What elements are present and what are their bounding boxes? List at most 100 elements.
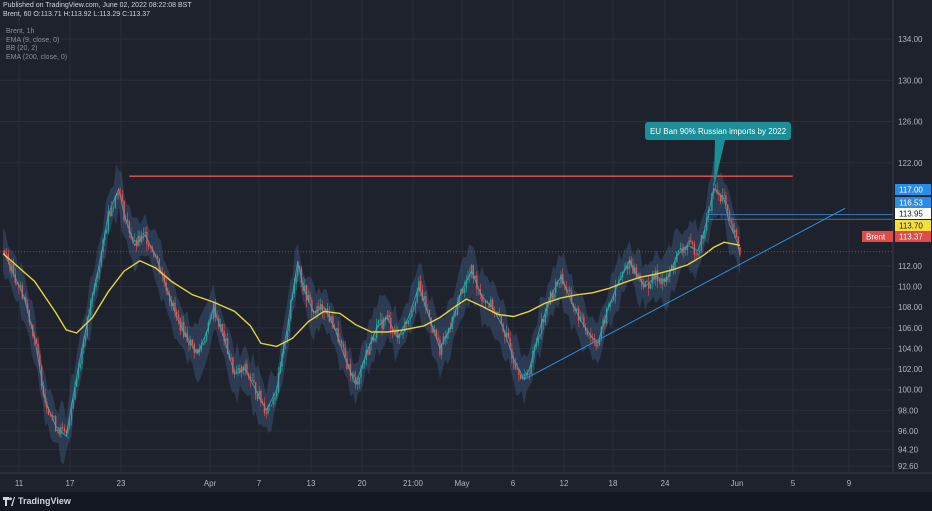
tradingview-logo[interactable]: TradingView: [3, 496, 71, 506]
candle-body: [428, 309, 431, 318]
candle-body: [149, 246, 152, 248]
legend-ema9[interactable]: EMA (9, close, 0): [6, 36, 60, 44]
candle-body: [4, 250, 6, 254]
candle-body: [126, 219, 129, 222]
candle-body: [705, 217, 708, 231]
candle-body: [697, 253, 699, 256]
candle-body: [12, 264, 15, 275]
price-label-box: [895, 220, 931, 231]
callout-text: EU Ban 90% Russian imports by 2022: [650, 127, 787, 136]
candle-body: [455, 314, 457, 315]
legend-symbol: Brent, 1h: [6, 28, 35, 35]
candle-body: [723, 194, 725, 196]
candle-body: [112, 207, 115, 209]
candle-body: [402, 331, 404, 335]
candle-body: [683, 247, 685, 253]
candle-body: [576, 308, 578, 311]
candle-body: [295, 275, 297, 284]
candle-body: [326, 308, 329, 314]
candle-body: [711, 192, 713, 211]
candle-body: [316, 306, 318, 314]
candle-body: [314, 311, 317, 314]
candle-body: [128, 221, 131, 234]
candle-body: [358, 377, 360, 385]
candle-body: [191, 339, 194, 344]
candle-body: [537, 336, 539, 344]
candle-body: [507, 332, 510, 339]
candle-body: [495, 312, 497, 314]
candle-body: [583, 316, 585, 327]
ohlc-readout: Brent, 60 O:113.71 H:113.92 L:113.29 C:1…: [3, 11, 150, 18]
candle-body: [309, 294, 311, 301]
candle-body: [276, 392, 278, 398]
candle-body: [105, 229, 108, 234]
candle-body: [269, 405, 271, 407]
candle-body: [270, 404, 273, 406]
candle-body: [735, 229, 738, 238]
candle-body: [642, 284, 645, 288]
candle-body: [609, 302, 611, 307]
candle-body: [288, 318, 290, 332]
candle-body: [144, 231, 146, 233]
candle-body: [395, 329, 397, 335]
x-tick-label: 11: [15, 479, 24, 488]
candle-body: [521, 376, 524, 379]
legend-ema200[interactable]: EMA (200, close, 0): [6, 53, 68, 61]
candle-body: [656, 270, 659, 282]
x-tick-label: 12: [560, 479, 569, 488]
price-label: 117.00: [899, 186, 923, 195]
candle-body: [84, 336, 87, 341]
candle-body: [70, 408, 73, 421]
candle-body: [304, 285, 306, 292]
y-tick-label: 108.00: [898, 303, 923, 312]
candle-body: [332, 315, 334, 329]
symbol-tag: Brent: [866, 233, 886, 242]
candle-body: [11, 264, 13, 272]
candle-body: [677, 250, 680, 253]
y-tick-label: 98.00: [898, 406, 919, 415]
candle-body: [197, 348, 199, 353]
candle-body: [700, 234, 703, 251]
candle-body: [648, 282, 650, 289]
candle-body: [435, 329, 438, 338]
candle-body: [384, 317, 387, 320]
candle-body: [379, 319, 381, 321]
candle-body: [693, 244, 696, 255]
candle-body: [344, 347, 346, 358]
candle-body: [277, 373, 280, 393]
price-label-box: [895, 197, 931, 208]
candle-body: [442, 336, 445, 345]
support-trendline[interactable]: [523, 207, 846, 380]
candle-body: [202, 343, 204, 345]
candle-body: [109, 211, 111, 217]
candle-body: [421, 289, 424, 301]
candle-body: [353, 373, 355, 378]
candle-body: [690, 240, 692, 242]
y-tick-label: 106.00: [898, 324, 923, 333]
candle-body: [319, 304, 322, 309]
candle-body: [432, 326, 434, 333]
candle-body: [672, 265, 675, 269]
candle-body: [558, 283, 560, 285]
candle-body: [377, 320, 380, 325]
candle-body: [305, 285, 308, 301]
candle-body: [612, 296, 615, 301]
y-tick-label: 126.00: [898, 118, 923, 127]
candle-body: [239, 368, 241, 373]
time-axis[interactable]: [0, 473, 932, 491]
candle-body: [635, 267, 638, 278]
callout-box[interactable]: [645, 122, 791, 140]
candle-body: [732, 223, 734, 233]
candle-body: [340, 340, 343, 345]
candle-body: [200, 344, 202, 351]
candle-body: [139, 235, 141, 243]
candle-body: [514, 363, 517, 369]
candle-body: [516, 368, 518, 370]
candle-body: [360, 368, 362, 378]
x-tick-label: 6: [511, 479, 516, 488]
price-label-box: [895, 184, 931, 195]
legend-bollinger[interactable]: BB (20, 2): [6, 45, 38, 52]
candle-body: [37, 343, 39, 355]
candle-body: [709, 209, 711, 211]
